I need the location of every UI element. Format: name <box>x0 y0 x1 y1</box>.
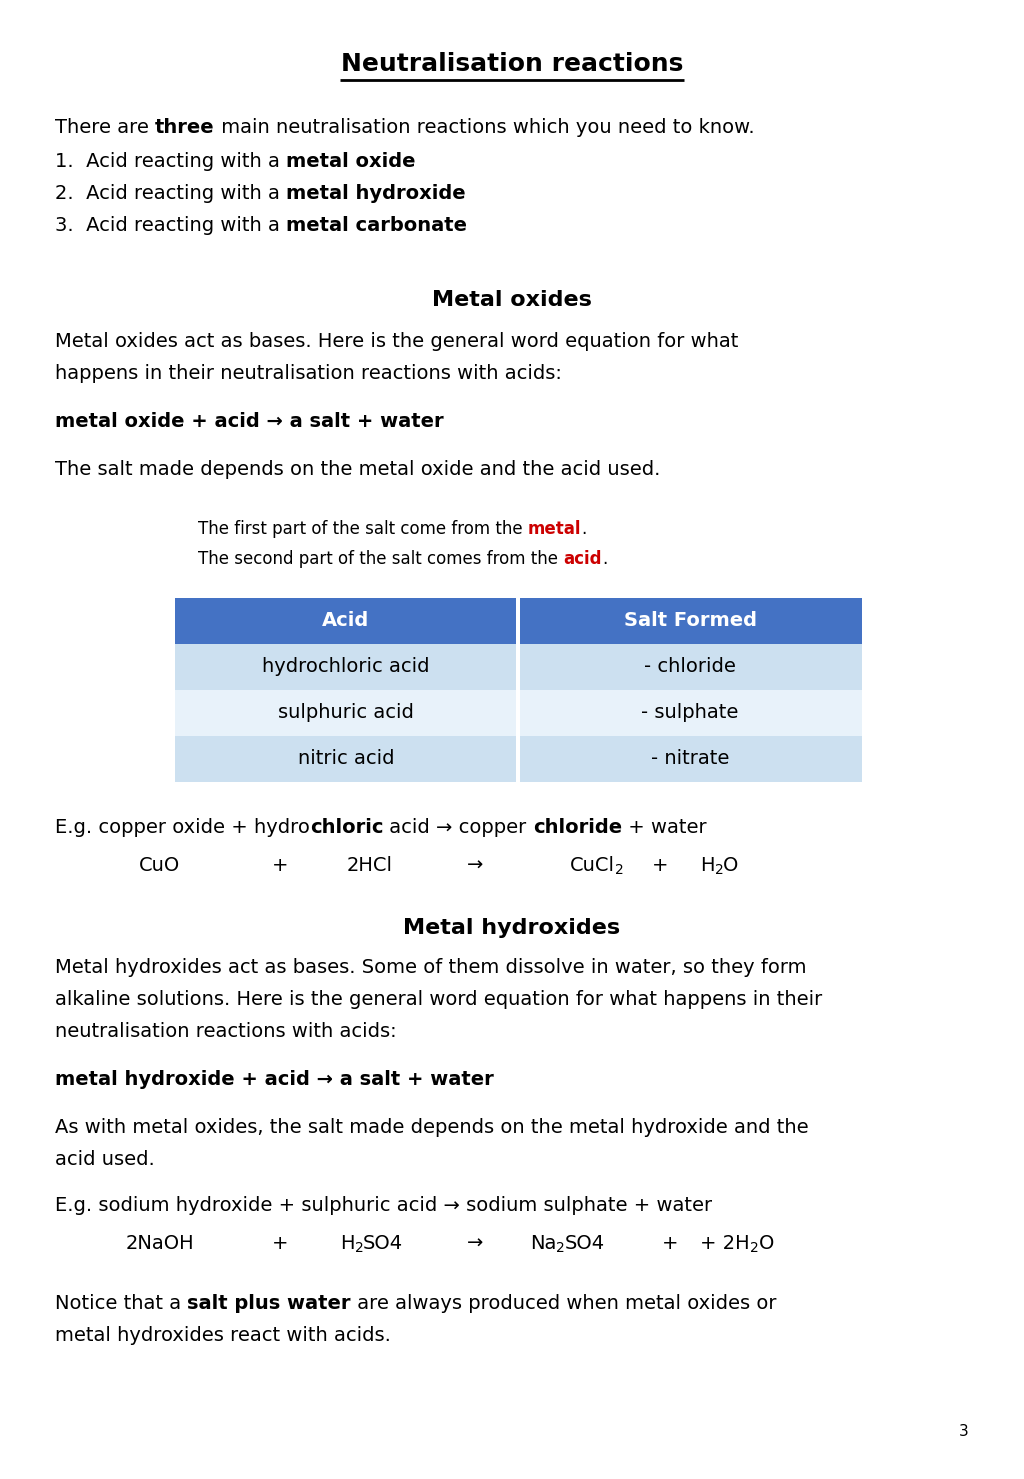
Bar <box>516 598 520 643</box>
Text: O: O <box>759 1233 774 1253</box>
Text: chloride: chloride <box>532 818 622 837</box>
Text: Metal hydroxides act as bases. Some of them dissolve in water, so they form: Metal hydroxides act as bases. Some of t… <box>55 958 807 978</box>
Text: 3: 3 <box>959 1424 969 1439</box>
Text: 2HCl: 2HCl <box>347 856 393 876</box>
Text: The second part of the salt comes from the: The second part of the salt comes from t… <box>198 550 563 568</box>
Text: nitric acid: nitric acid <box>298 750 394 769</box>
Text: +: + <box>271 856 288 876</box>
Text: metal hydroxide: metal hydroxide <box>286 183 466 203</box>
Text: →: → <box>467 856 483 876</box>
Text: neutralisation reactions with acids:: neutralisation reactions with acids: <box>55 1022 396 1041</box>
Text: +: + <box>271 1233 288 1253</box>
Bar <box>516 643 520 691</box>
Text: The first part of the salt come from the: The first part of the salt come from the <box>198 521 528 538</box>
Text: three: three <box>155 118 215 138</box>
Text: alkaline solutions. Here is the general word equation for what happens in their: alkaline solutions. Here is the general … <box>55 989 822 1009</box>
Text: metal oxide + acid → a salt + water: metal oxide + acid → a salt + water <box>55 413 443 430</box>
Bar <box>518 691 862 737</box>
Text: 2: 2 <box>750 1241 759 1256</box>
Text: +: + <box>651 856 669 876</box>
Text: Metal hydroxides: Metal hydroxides <box>403 918 621 938</box>
Text: Acid: Acid <box>323 611 370 630</box>
Text: H: H <box>700 856 715 876</box>
Text: Neutralisation reactions: Neutralisation reactions <box>341 52 683 75</box>
Text: - chloride: - chloride <box>644 658 736 676</box>
Text: salt plus water: salt plus water <box>187 1294 351 1313</box>
Text: O: O <box>723 856 738 876</box>
Text: SO4: SO4 <box>565 1233 605 1253</box>
Text: metal: metal <box>528 521 582 538</box>
Text: 2: 2 <box>715 864 723 877</box>
Text: 2: 2 <box>615 864 624 877</box>
Bar <box>518 643 862 691</box>
Text: →: → <box>467 1233 483 1253</box>
Text: Na: Na <box>530 1233 556 1253</box>
Text: .: . <box>602 550 607 568</box>
Bar <box>175 737 518 782</box>
Text: E.g. copper oxide + hydro: E.g. copper oxide + hydro <box>55 818 310 837</box>
Text: There are: There are <box>55 118 155 138</box>
Bar <box>516 691 520 737</box>
Text: As with metal oxides, the salt made depends on the metal hydroxide and the: As with metal oxides, the salt made depe… <box>55 1118 809 1137</box>
Bar <box>175 598 518 643</box>
Text: chloric: chloric <box>310 818 383 837</box>
Text: + water: + water <box>622 818 707 837</box>
Text: metal hydroxide + acid → a salt + water: metal hydroxide + acid → a salt + water <box>55 1069 494 1089</box>
Text: hydrochloric acid: hydrochloric acid <box>262 658 430 676</box>
Text: +: + <box>662 1233 678 1253</box>
Text: 2: 2 <box>556 1241 565 1256</box>
Text: Metal oxides act as bases. Here is the general word equation for what: Metal oxides act as bases. Here is the g… <box>55 331 738 351</box>
Text: metal hydroxides react with acids.: metal hydroxides react with acids. <box>55 1327 391 1344</box>
Text: E.g. sodium hydroxide + sulphuric acid → sodium sulphate + water: E.g. sodium hydroxide + sulphuric acid →… <box>55 1197 712 1216</box>
Text: - nitrate: - nitrate <box>651 750 729 769</box>
Text: are always produced when metal oxides or: are always produced when metal oxides or <box>351 1294 776 1313</box>
Bar <box>518 737 862 782</box>
Text: 3.  Acid reacting with a: 3. Acid reacting with a <box>55 216 286 235</box>
Text: metal oxide: metal oxide <box>286 152 416 172</box>
Text: happens in their neutralisation reactions with acids:: happens in their neutralisation reaction… <box>55 364 562 383</box>
Text: The salt made depends on the metal oxide and the acid used.: The salt made depends on the metal oxide… <box>55 460 660 479</box>
Text: acid: acid <box>563 550 602 568</box>
Text: + 2H: + 2H <box>700 1233 750 1253</box>
Text: main neutralisation reactions which you need to know.: main neutralisation reactions which you … <box>215 118 755 138</box>
Text: H: H <box>340 1233 354 1253</box>
Text: 2.  Acid reacting with a: 2. Acid reacting with a <box>55 183 286 203</box>
Text: Metal oxides: Metal oxides <box>432 290 592 311</box>
Text: sulphuric acid: sulphuric acid <box>279 704 414 723</box>
Bar <box>518 598 862 643</box>
Text: metal carbonate: metal carbonate <box>286 216 467 235</box>
Text: 2: 2 <box>354 1241 364 1256</box>
Text: 2NaOH: 2NaOH <box>126 1233 195 1253</box>
Text: - sulphate: - sulphate <box>641 704 738 723</box>
Text: CuO: CuO <box>139 856 180 876</box>
Bar <box>175 691 518 737</box>
Bar <box>175 643 518 691</box>
Text: CuCl: CuCl <box>570 856 615 876</box>
Text: SO4: SO4 <box>364 1233 403 1253</box>
Bar <box>516 737 520 782</box>
Text: Salt Formed: Salt Formed <box>624 611 757 630</box>
Text: acid → copper: acid → copper <box>383 818 532 837</box>
Text: Notice that a: Notice that a <box>55 1294 187 1313</box>
Text: acid used.: acid used. <box>55 1151 155 1168</box>
Text: .: . <box>582 521 587 538</box>
Text: 1.  Acid reacting with a: 1. Acid reacting with a <box>55 152 286 172</box>
